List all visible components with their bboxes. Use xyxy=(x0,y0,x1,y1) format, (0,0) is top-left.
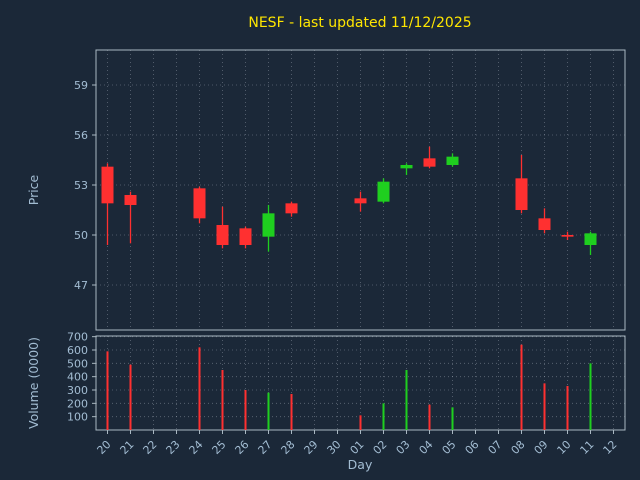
x-tick-label: 12 xyxy=(601,438,620,457)
x-tick-label: 28 xyxy=(279,438,298,457)
volume-tick-label: 100 xyxy=(67,411,88,424)
x-tick-label: 02 xyxy=(371,438,390,457)
x-tick-label: 08 xyxy=(509,438,528,457)
price-tick-label: 56 xyxy=(74,129,88,142)
candle-body xyxy=(515,178,528,210)
volume-tick-label: 700 xyxy=(67,331,88,344)
x-tick-label: 05 xyxy=(440,438,459,457)
candle-body xyxy=(216,225,229,245)
x-tick-label: 07 xyxy=(486,438,505,457)
x-tick-label: 25 xyxy=(210,438,229,457)
x-tick-label: 20 xyxy=(95,438,114,457)
volume-tick-label: 600 xyxy=(67,344,88,357)
candle-body xyxy=(262,213,275,237)
candle-body xyxy=(561,235,574,237)
chart-title: NESF - last updated 11/12/2025 xyxy=(248,15,471,31)
price-axis-label: Price xyxy=(26,174,41,205)
price-tick-label: 59 xyxy=(74,79,88,92)
price-tick-label: 47 xyxy=(74,279,88,292)
x-tick-label: 01 xyxy=(348,438,367,457)
x-axis-label: Day xyxy=(348,457,373,472)
x-tick-label: 30 xyxy=(325,438,344,457)
candle-body xyxy=(124,195,137,205)
x-tick-label: 24 xyxy=(187,438,206,457)
x-tick-label: 22 xyxy=(141,438,160,457)
x-tick-label: 06 xyxy=(463,438,482,457)
x-tick-label: 03 xyxy=(394,438,413,457)
price-panel-border xyxy=(95,49,626,331)
candle-body xyxy=(101,166,114,204)
volume-axis-label: Volume (0000) xyxy=(26,337,41,429)
candle-body xyxy=(354,198,367,204)
x-tick-label: 21 xyxy=(118,438,137,457)
x-tick-label: 27 xyxy=(256,438,275,457)
x-tick-label: 26 xyxy=(233,438,252,457)
candle-body xyxy=(538,218,551,230)
x-tick-label: 11 xyxy=(578,438,597,457)
candle-body xyxy=(400,165,413,169)
candle-body xyxy=(423,158,436,167)
candle-body xyxy=(239,228,252,245)
candle-body xyxy=(377,181,390,202)
x-tick-label: 23 xyxy=(164,438,183,457)
price-tick-label: 53 xyxy=(74,179,88,192)
candle-body xyxy=(584,233,597,245)
x-tick-label: 09 xyxy=(532,438,551,457)
plot-area: 20 21 22 23 24 25 26 27 28 29 30 01 02 03 04 05 06 07 08 09… xyxy=(67,49,626,457)
volume-tick-label: 500 xyxy=(67,357,88,370)
candle-body xyxy=(193,188,206,219)
x-tick-label: 04 xyxy=(417,438,436,457)
volume-tick-label: 300 xyxy=(67,384,88,397)
price-tick-label: 50 xyxy=(74,229,88,242)
x-tick-label: 10 xyxy=(555,438,574,457)
x-tick-label: 29 xyxy=(302,438,321,457)
volume-tick-label: 400 xyxy=(67,371,88,384)
candle-body xyxy=(446,156,459,165)
candle-body xyxy=(285,203,298,214)
volume-tick-label: 200 xyxy=(67,397,88,410)
